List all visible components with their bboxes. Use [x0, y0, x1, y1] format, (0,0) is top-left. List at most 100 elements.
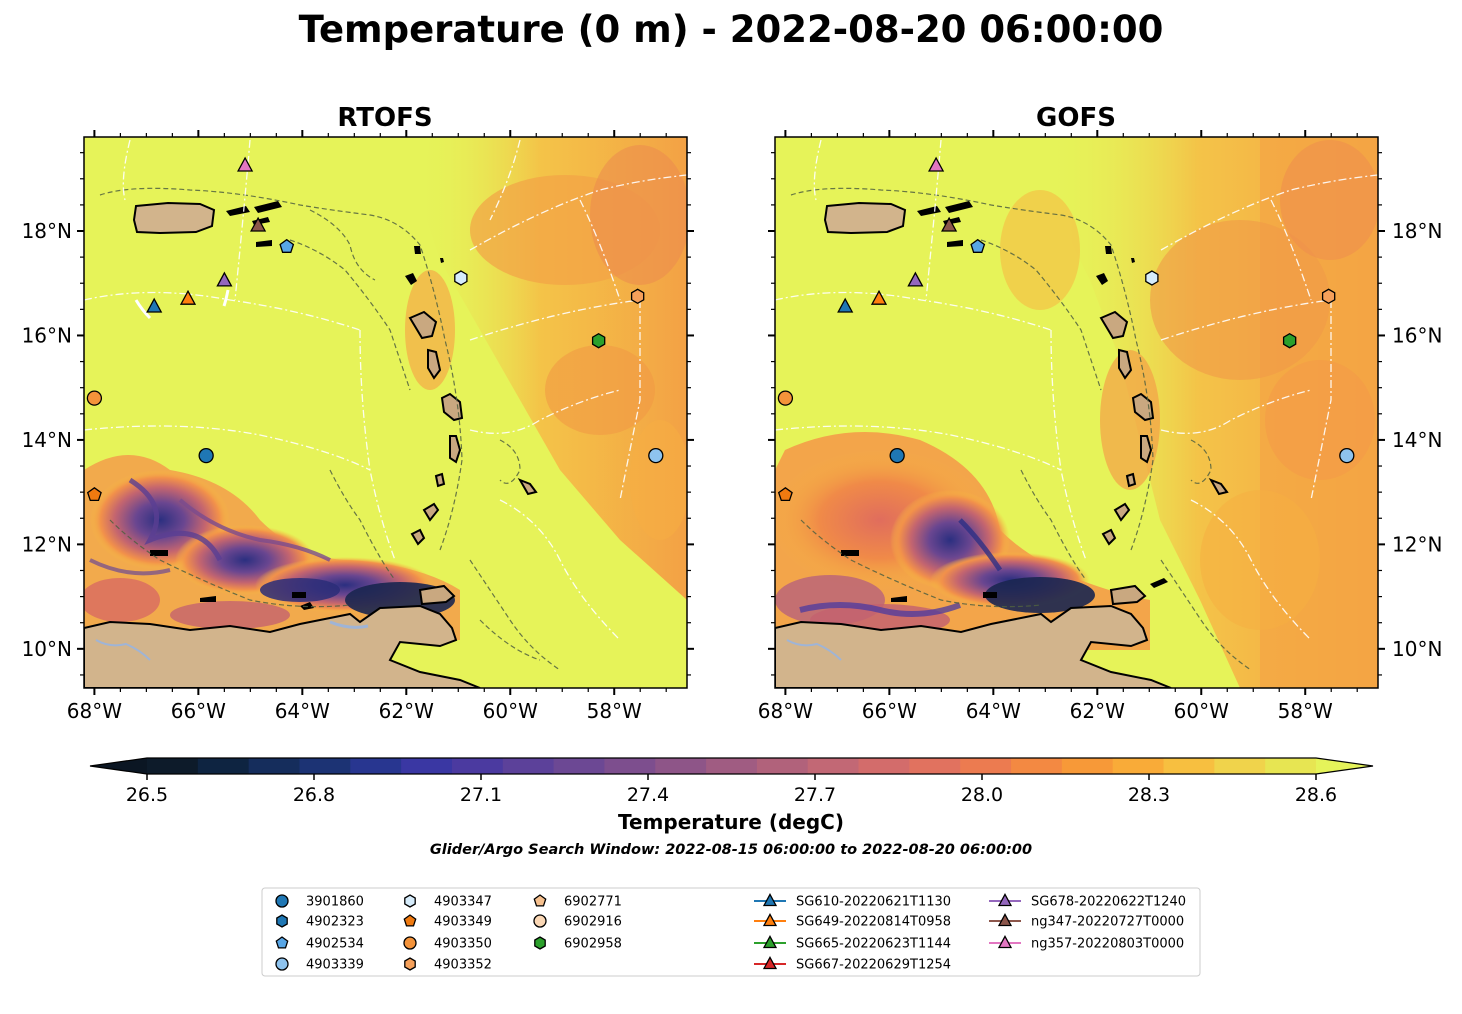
legend-label-6902958: 6902958 [564, 937, 622, 952]
rtofs-ytick-label: 18°N [22, 219, 72, 243]
legend-entries: 3901860 4902323 4902534 4903339 4903347 49033… [275, 893, 1186, 973]
rtofs-field [84, 137, 687, 688]
panel-title-gofs: GOFS [1036, 103, 1116, 133]
legend-label-SG665-20220623T1144: SG665-20220623T1144 [796, 937, 951, 952]
rtofs-xtick-label: 66°W [171, 699, 226, 723]
legend-label-6902916: 6902916 [564, 915, 622, 930]
axes-gofs: 68°W 66°W 64°W 62°W 60°W 58°W 10°N 12°N 14°N 16°N… [758, 130, 1442, 723]
legend-label-4902534: 4902534 [306, 937, 364, 952]
colorbar-segment [1061, 758, 1114, 774]
gofs-marker-4903347 [1145, 270, 1159, 286]
colorbar-segment [960, 758, 1012, 774]
gofs-marker-4903350 [777, 390, 794, 406]
gofs-marker-4903349 [777, 487, 793, 502]
legend-marker-ng347-20220727T0000 [997, 913, 1013, 927]
rtofs-marker-6902958 [591, 332, 606, 349]
legend-marker-SG678-20220622T1240 [997, 893, 1013, 907]
rtofs-xtick-label: 62°W [379, 699, 434, 723]
legend-label-4902323: 4902323 [306, 915, 364, 930]
legend-label-4903352: 4903352 [434, 958, 492, 973]
legend-marker-6902916 [533, 914, 547, 928]
colorbar-segment [807, 758, 860, 774]
legend-marker-4902323 [276, 914, 288, 928]
rtofs-marker-4902534 [279, 238, 295, 253]
colorbar-segment [1265, 758, 1317, 774]
colorbar-tick-label: 28.3 [1128, 784, 1170, 806]
gofs-xtick-label: 68°W [758, 699, 813, 723]
rtofs-marker-4903352 [630, 288, 645, 305]
rtofs-marker-ng357-20220803T0000 [237, 156, 254, 172]
colorbar-tick-label: 27.1 [460, 784, 502, 806]
legend-marker-4903349 [403, 914, 417, 927]
markers-rtofs [86, 156, 664, 502]
rtofs-xtick-label: 58°W [587, 699, 642, 723]
gofs-ytick-label: 16°N [1392, 323, 1442, 347]
gofs-marker-ng357-20220803T0000 [928, 156, 945, 172]
rtofs-marker-SG678-20220622T1240 [216, 271, 233, 287]
gofs-ytick-label: 10°N [1392, 637, 1442, 661]
rtofs-marker-4903350 [86, 390, 103, 406]
rtofs-marker-3901860 [198, 447, 214, 464]
gofs-xtick-label: 64°W [966, 699, 1021, 723]
colorbar-extend-min [90, 758, 147, 774]
legend-marker-4902534 [275, 936, 289, 949]
colorbar: 26.5 26.8 27.1 27.4 27.7 28.0 28.3 28.6 [89, 757, 1374, 806]
colorbar-segment [451, 758, 504, 774]
colorbar-segment [1112, 758, 1165, 774]
colorbar-tick-label: 26.5 [126, 784, 168, 806]
colorbar-segment [1011, 758, 1063, 774]
colorbar-segment [147, 758, 199, 774]
colorbar-segment [1163, 758, 1215, 774]
rtofs-xtick-label: 68°W [67, 699, 122, 723]
colorbar-segment [706, 758, 758, 774]
colorbar-tick-label: 27.4 [627, 784, 669, 806]
rtofs-marker-4903349 [86, 487, 102, 502]
legend-marker-SG649-20220814T0958 [762, 913, 778, 927]
colorbar-tick-label: 28.6 [1295, 784, 1337, 806]
legend: 3901860 4902323 4902534 4903339 4903347 49033… [261, 887, 1201, 977]
rtofs-marker-SG610-20220621T1130 [146, 297, 163, 313]
colorbar-segment [502, 758, 555, 774]
rtofs-marker-ng347-20220727T0000 [250, 216, 267, 232]
colorbar-tick-label: 27.7 [794, 784, 836, 806]
legend-label-4903350: 4903350 [434, 937, 492, 952]
rtofs-ytick-label: 16°N [22, 323, 72, 347]
panel-title-rtofs: RTOFS [337, 103, 432, 133]
gofs-field [775, 137, 1378, 688]
colorbar-segment [655, 758, 707, 774]
gofs-ytick-label: 14°N [1392, 428, 1442, 452]
gofs-xtick-label: 58°W [1278, 699, 1333, 723]
colorbar-tick-label: 28.0 [961, 784, 1003, 806]
colorbar-segment [553, 758, 606, 774]
panel-rtofs: RTOFS [22, 103, 694, 723]
legend-label-SG667-20220629T1254: SG667-20220629T1254 [796, 958, 951, 973]
legend-label-SG649-20220814T0958: SG649-20220814T0958 [796, 915, 951, 930]
gofs-marker-4903339 [1339, 447, 1355, 464]
legend-marker-4903352 [404, 957, 416, 971]
gofs-marker-6902958 [1282, 332, 1297, 349]
rtofs-ytick-label: 10°N [22, 637, 72, 661]
rtofs-marker-SG649-20220814T0958 [179, 289, 197, 305]
gofs-marker-ng347-20220727T0000 [941, 216, 958, 232]
gofs-marker-3901860 [889, 447, 905, 464]
colorbar-segment [858, 758, 910, 774]
gofs-marker-SG610-20220621T1130 [837, 297, 854, 313]
gofs-marker-4902534 [970, 238, 986, 253]
rtofs-marker-4903347 [454, 270, 468, 286]
legend-marker-4903339 [275, 957, 289, 971]
legend-label-ng347-20220727T0000: ng347-20220727T0000 [1031, 915, 1184, 930]
legend-label-ng357-20220803T0000: ng357-20220803T0000 [1031, 937, 1184, 952]
colorbar-segment [756, 758, 809, 774]
gofs-ytick-label: 18°N [1392, 219, 1442, 243]
legend-marker-ng357-20220803T0000 [997, 935, 1013, 949]
gofs-ytick-label: 12°N [1392, 532, 1442, 556]
colorbar-extend-max [1316, 758, 1373, 774]
gofs-marker-4903352 [1321, 288, 1336, 305]
legend-marker-6902771 [533, 894, 547, 907]
figure-title: Temperature (0 m) - 2022-08-20 06:00:00 [299, 8, 1164, 51]
rtofs-marker-4903339 [648, 447, 664, 464]
markers-gofs [777, 156, 1355, 502]
colorbar-segment [350, 758, 402, 774]
legend-label-4903347: 4903347 [434, 895, 492, 910]
